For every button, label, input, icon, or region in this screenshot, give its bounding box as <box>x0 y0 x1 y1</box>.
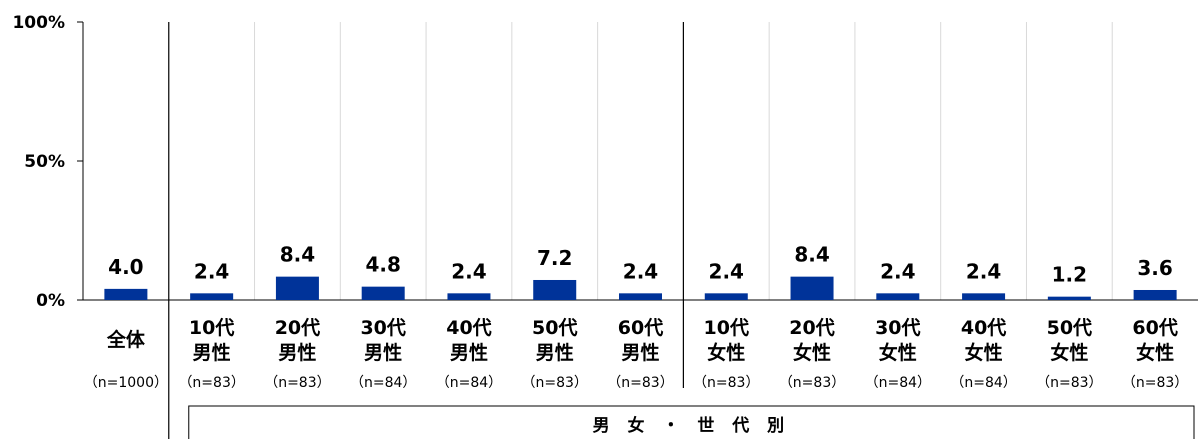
data-label: 7.2 <box>537 246 572 270</box>
bar <box>1047 296 1091 300</box>
x-tick-label: 男性 <box>450 341 488 364</box>
data-label: 2.4 <box>451 259 486 283</box>
x-tick-label: 50代 <box>1047 317 1092 339</box>
sample-size-label: （n=83） <box>1036 375 1102 391</box>
x-tick-label: 女性 <box>793 341 831 364</box>
y-axis-ticks: 0% 50% 100% <box>12 13 83 311</box>
bar <box>447 293 491 300</box>
sample-size-label: （n=1000） <box>84 375 168 391</box>
x-tick-label: 男性 <box>621 341 659 364</box>
sample-size-label: （n=83） <box>178 375 244 391</box>
sample-size-label: （n=84） <box>350 375 416 391</box>
value-labels: 4.0 2.4 8.4 4.8 2.4 7.2 2.4 2.4 8.4 2.4 2.4 1.2 3.6 <box>108 243 1173 287</box>
x-tick-label: 男性 <box>536 341 574 364</box>
x-tick-label: 30代 <box>360 317 405 339</box>
x-tick-label: 50代 <box>532 317 577 339</box>
gridlines <box>254 22 1113 300</box>
bar <box>275 276 319 300</box>
data-label: 2.4 <box>966 259 1001 283</box>
sample-size-label: （n=84） <box>950 375 1016 391</box>
sample-size-label: （n=84） <box>436 375 502 391</box>
sample-size-label: （n=83） <box>607 375 673 391</box>
data-label: 2.4 <box>623 259 658 283</box>
data-label: 3.6 <box>1137 256 1172 280</box>
bar <box>619 293 662 300</box>
x-tick-label: 10代 <box>704 317 749 339</box>
sample-size-label: （n=84） <box>865 375 931 391</box>
bar <box>1133 289 1177 300</box>
bar <box>790 276 834 300</box>
bar <box>190 293 234 300</box>
bar <box>533 279 577 300</box>
x-tick-label: 20代 <box>789 317 834 339</box>
x-tick-label: 女性 <box>879 341 917 364</box>
x-tick-label: 40代 <box>446 317 491 339</box>
category-labels: 全体（n=1000）10代男性（n=83）20代男性（n=83）30代男性（n=… <box>84 317 1189 391</box>
x-tick-label: 10代 <box>189 317 234 339</box>
sample-size-label: （n=83） <box>264 375 330 391</box>
x-tick-label: 30代 <box>875 317 920 339</box>
bar <box>361 286 405 300</box>
data-label: 4.8 <box>365 253 400 277</box>
x-tick-label: 女性 <box>707 341 745 364</box>
sample-size-label: （n=83） <box>522 375 588 391</box>
group-bracket-box <box>188 405 1195 439</box>
bars <box>104 276 1177 300</box>
data-label: 2.4 <box>880 259 915 283</box>
x-tick-label: 全体 <box>106 328 146 351</box>
data-label: 8.4 <box>794 243 829 267</box>
bar <box>962 293 1006 300</box>
x-tick-label: 男性 <box>364 341 402 364</box>
x-tick-label: 40代 <box>961 317 1006 339</box>
sample-size-label: （n=83） <box>779 375 845 391</box>
data-label: 8.4 <box>280 243 315 267</box>
group-bracket: 男 女 ・ 世 代 別 <box>188 405 1195 439</box>
data-label: 2.4 <box>709 259 744 283</box>
bar <box>704 293 748 300</box>
x-tick-label: 20代 <box>275 317 320 339</box>
y-tick-label: 0% <box>36 291 65 311</box>
data-label: 4.0 <box>108 255 143 279</box>
x-tick-label: 男性 <box>193 341 231 364</box>
x-tick-label: 60代 <box>1132 317 1177 339</box>
x-tick-label: 女性 <box>965 341 1003 364</box>
bar <box>876 293 920 300</box>
data-label: 2.4 <box>194 259 229 283</box>
y-tick-label: 50% <box>24 152 65 172</box>
sample-size-label: （n=83） <box>693 375 759 391</box>
x-tick-label: 男性 <box>278 341 316 364</box>
y-tick-label: 100% <box>12 13 65 33</box>
data-label: 1.2 <box>1052 263 1087 287</box>
group-label: 男 女 ・ 世 代 別 <box>593 415 791 436</box>
x-tick-label: 女性 <box>1136 341 1174 364</box>
sample-size-label: （n=83） <box>1122 375 1188 391</box>
bar <box>104 288 148 300</box>
x-tick-label: 60代 <box>618 317 663 339</box>
x-tick-label: 女性 <box>1050 341 1088 364</box>
